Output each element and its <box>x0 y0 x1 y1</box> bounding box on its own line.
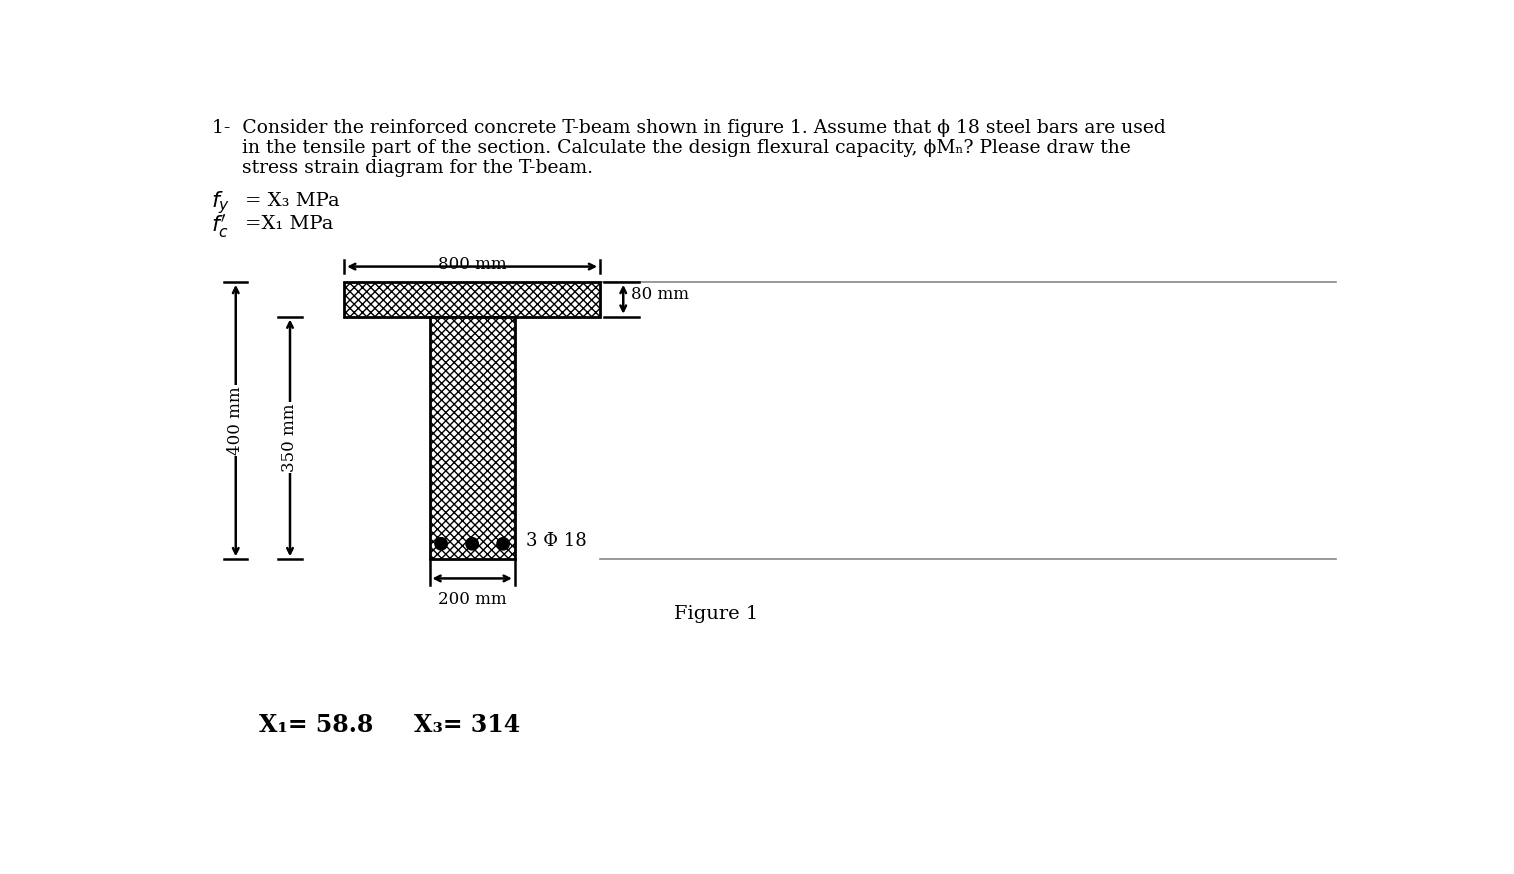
Circle shape <box>466 538 478 550</box>
Bar <box>344 282 600 316</box>
Text: 80 mm: 80 mm <box>631 286 689 302</box>
Text: $f_c'$: $f_c'$ <box>210 212 229 240</box>
Bar <box>430 316 515 559</box>
Text: X₃= 314: X₃= 314 <box>413 713 521 737</box>
Text: 350 mm: 350 mm <box>282 404 298 472</box>
Text: stress strain diagram for the T-beam.: stress strain diagram for the T-beam. <box>212 159 593 177</box>
Text: 200 mm: 200 mm <box>438 591 507 607</box>
Text: in the tensile part of the section. Calculate the design flexural capacity, ϕMₙ?: in the tensile part of the section. Calc… <box>212 139 1131 156</box>
Circle shape <box>435 538 447 550</box>
Text: =X₁ MPa: =X₁ MPa <box>245 215 333 233</box>
Text: 1-  Consider the reinforced concrete T-beam shown in figure 1. Assume that ϕ 18 : 1- Consider the reinforced concrete T-be… <box>212 119 1166 136</box>
Text: 800 mm: 800 mm <box>438 256 507 273</box>
Text: = X₃ MPa: = X₃ MPa <box>245 192 339 210</box>
Text: $f_y$: $f_y$ <box>210 190 230 217</box>
Text: 400 mm: 400 mm <box>227 386 244 454</box>
Text: 3 Φ 18: 3 Φ 18 <box>527 531 587 550</box>
Text: X₁= 58.8: X₁= 58.8 <box>259 713 374 737</box>
Text: Figure 1: Figure 1 <box>674 606 759 623</box>
Circle shape <box>497 538 509 550</box>
